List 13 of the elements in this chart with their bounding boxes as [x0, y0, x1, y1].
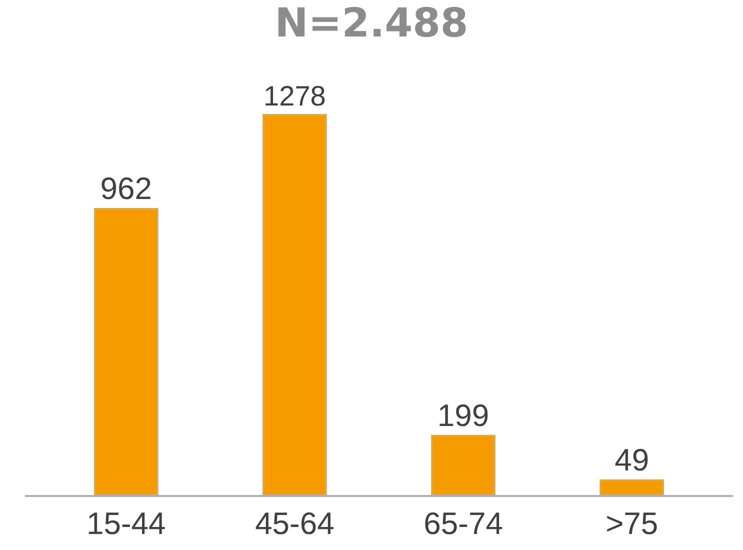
x-tick-label: 65-74: [424, 506, 503, 542]
bar: [262, 114, 327, 495]
chart-title: N=2.488: [274, 0, 468, 46]
x-tick-label: >75: [606, 506, 658, 542]
data-label: 199: [437, 398, 490, 433]
data-label: 1278: [264, 80, 326, 112]
bar: [431, 434, 496, 495]
x-tick-label: 45-64: [255, 506, 334, 542]
data-label: 962: [100, 170, 152, 206]
bar: [600, 479, 664, 495]
x-tick-label: 15-44: [86, 506, 166, 542]
data-label: 49: [614, 442, 650, 478]
bar: [94, 208, 158, 495]
